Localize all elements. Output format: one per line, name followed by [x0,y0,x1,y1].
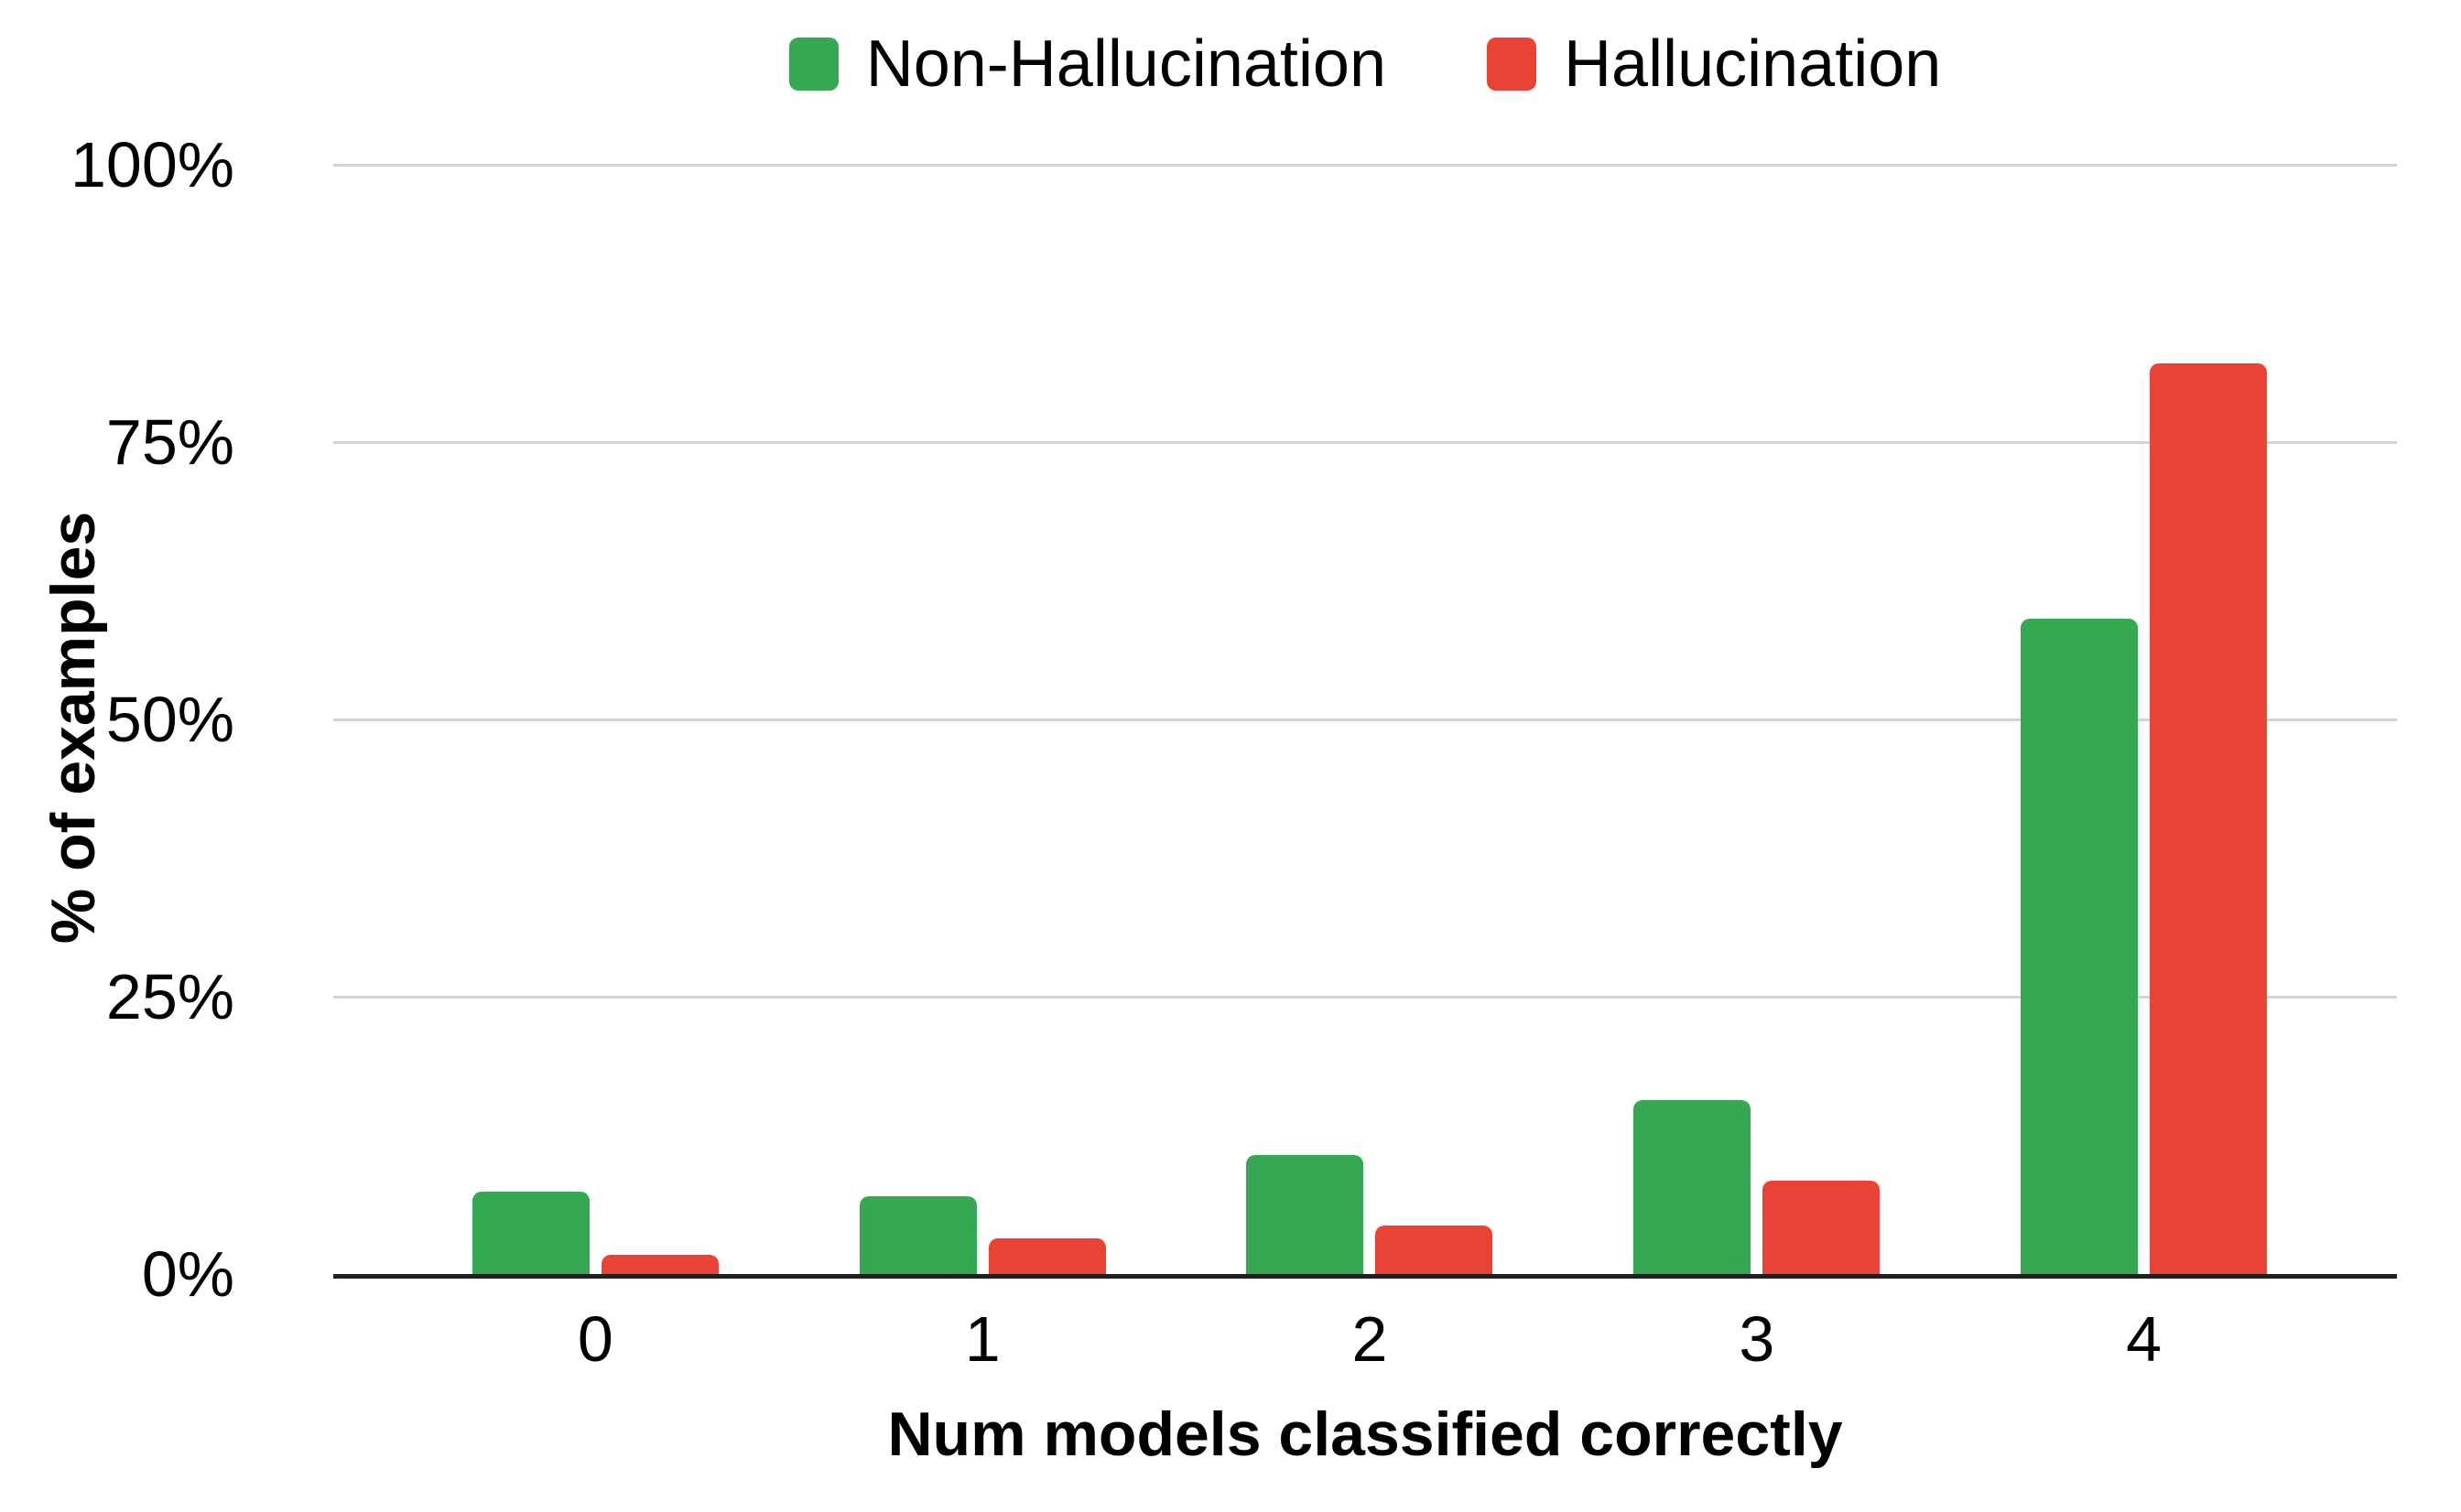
bar-non-hallucination-4 [2021,618,2139,1274]
category-slot-1 [789,165,1176,1274]
bar-non-hallucination-3 [1633,1099,1751,1274]
legend: Non-Hallucination Hallucination [333,27,2397,101]
category-slot-2 [1176,165,1564,1274]
bar-non-hallucination-1 [859,1196,977,1274]
plot-area: 0% 25% 50% 75% 100% [70,133,2397,1306]
bar-group-3 [1633,1099,1881,1274]
category-slot-0 [402,165,789,1274]
bar-non-hallucination-0 [472,1192,590,1274]
y-tick-label-75: 75% [105,406,234,478]
legend-swatch-hallucination [1487,38,1537,91]
legend-item-hallucination: Hallucination [1487,31,1941,97]
bar-group-4 [2021,362,2268,1274]
gridline-25 [333,996,2397,999]
gridline-100 [333,164,2397,167]
category-slot-4 [1950,165,2337,1274]
bar-hallucination-1 [988,1238,1106,1274]
bar-hallucination-4 [2150,362,2268,1274]
bar-group-2 [1246,1155,1493,1274]
x-tick-label-0: 0 [577,1303,613,1375]
y-tick-label-50: 50% [105,684,234,755]
bar-group-0 [472,1192,719,1274]
legend-label-hallucination: Hallucination [1564,27,1942,101]
bar-hallucination-0 [601,1255,719,1274]
bar-hallucination-3 [1762,1181,1881,1274]
category-slot-3 [1563,165,1950,1274]
gridline-75 [333,441,2397,444]
x-tick-label-1: 1 [964,1303,1001,1375]
legend-label-non-hallucination: Non-Hallucination [865,27,1387,101]
bars-container [402,165,2337,1274]
x-tick-label-4: 4 [2126,1303,2163,1375]
y-axis-title: % of examples [38,511,108,945]
gridline-50 [333,718,2397,721]
x-tick-label-2: 2 [1351,1303,1388,1375]
bar-non-hallucination-2 [1246,1155,1364,1274]
bar-hallucination-2 [1375,1225,1493,1274]
y-tick-label-0: 0% [141,1238,234,1310]
x-tick-label-3: 3 [1739,1303,1775,1375]
x-axis-baseline [333,1274,2397,1279]
legend-swatch-non-hallucination [788,38,839,91]
y-tick-label-100: 100% [70,129,234,200]
legend-item-non-hallucination: Non-Hallucination [788,27,1387,101]
x-axis-title: Num models classified correctly [887,1399,1843,1469]
y-tick-label-25: 25% [105,961,234,1032]
bar-group-1 [859,1196,1106,1274]
